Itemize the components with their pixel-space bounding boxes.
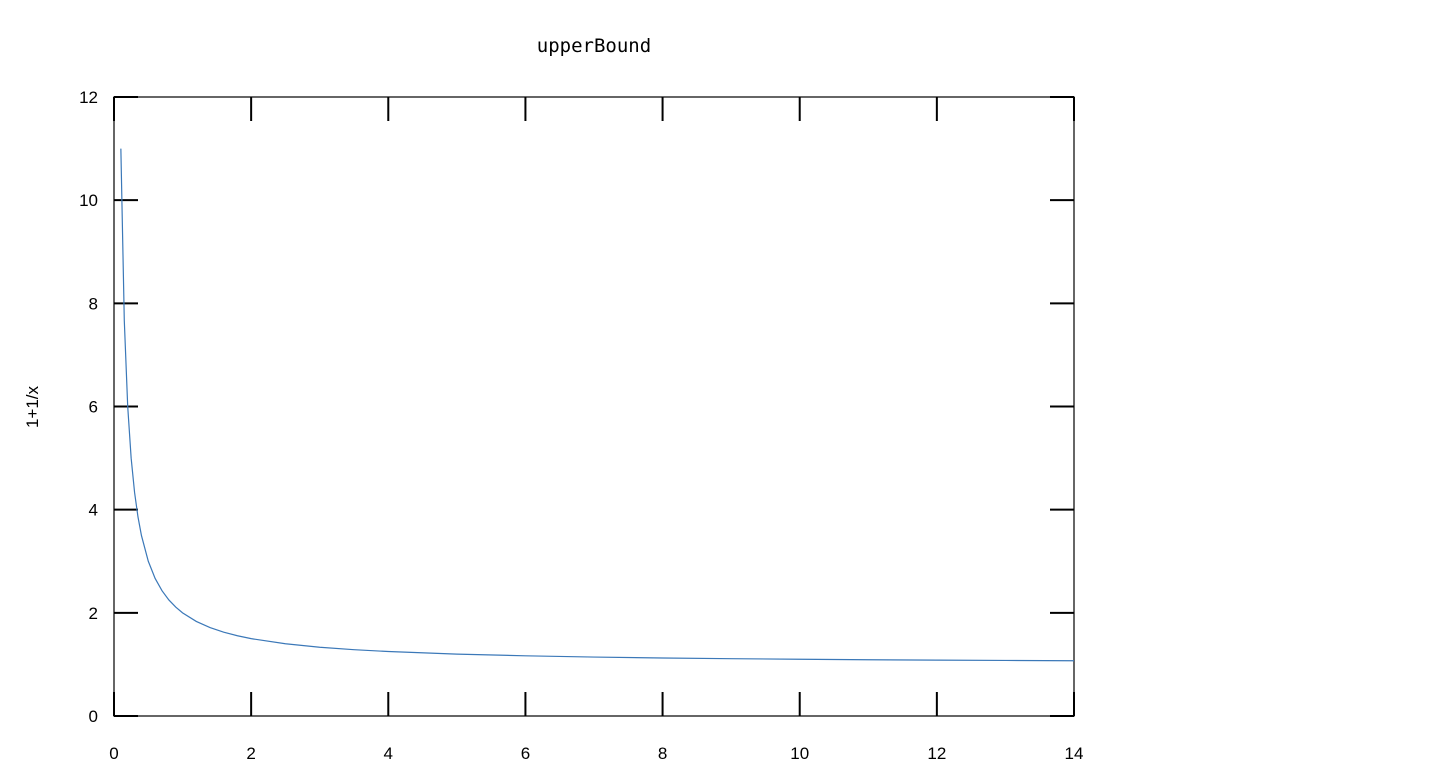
chart-title: upperBound [537, 35, 651, 57]
series-line [120, 148, 1075, 662]
y-tick-label: 4 [89, 501, 98, 520]
x-tick-label: 14 [1065, 744, 1084, 763]
series-layer [120, 148, 1075, 662]
x-tick-label: 8 [658, 744, 667, 763]
y-axis-label: 1+1/x [23, 385, 42, 428]
x-tick-label: 10 [790, 744, 809, 763]
x-tick-label: 4 [384, 744, 393, 763]
y-tick-label: 10 [79, 191, 98, 210]
y-tick-label: 2 [89, 604, 98, 623]
y-tick-label: 12 [79, 88, 98, 107]
x-tick-label: 0 [109, 744, 118, 763]
x-axis: 0 2 4 6 8 10 12 14 [109, 97, 1083, 763]
y-tick-label: 8 [89, 294, 98, 313]
x-tick-label: 12 [927, 744, 946, 763]
y-tick-label: 6 [89, 398, 98, 417]
x-tick-label: 2 [246, 744, 255, 763]
y-tick-label: 0 [89, 707, 98, 726]
y-axis: 0 2 4 6 8 10 12 [79, 88, 1074, 726]
x-tick-label: 6 [521, 744, 530, 763]
plot-frame [113, 96, 1075, 717]
